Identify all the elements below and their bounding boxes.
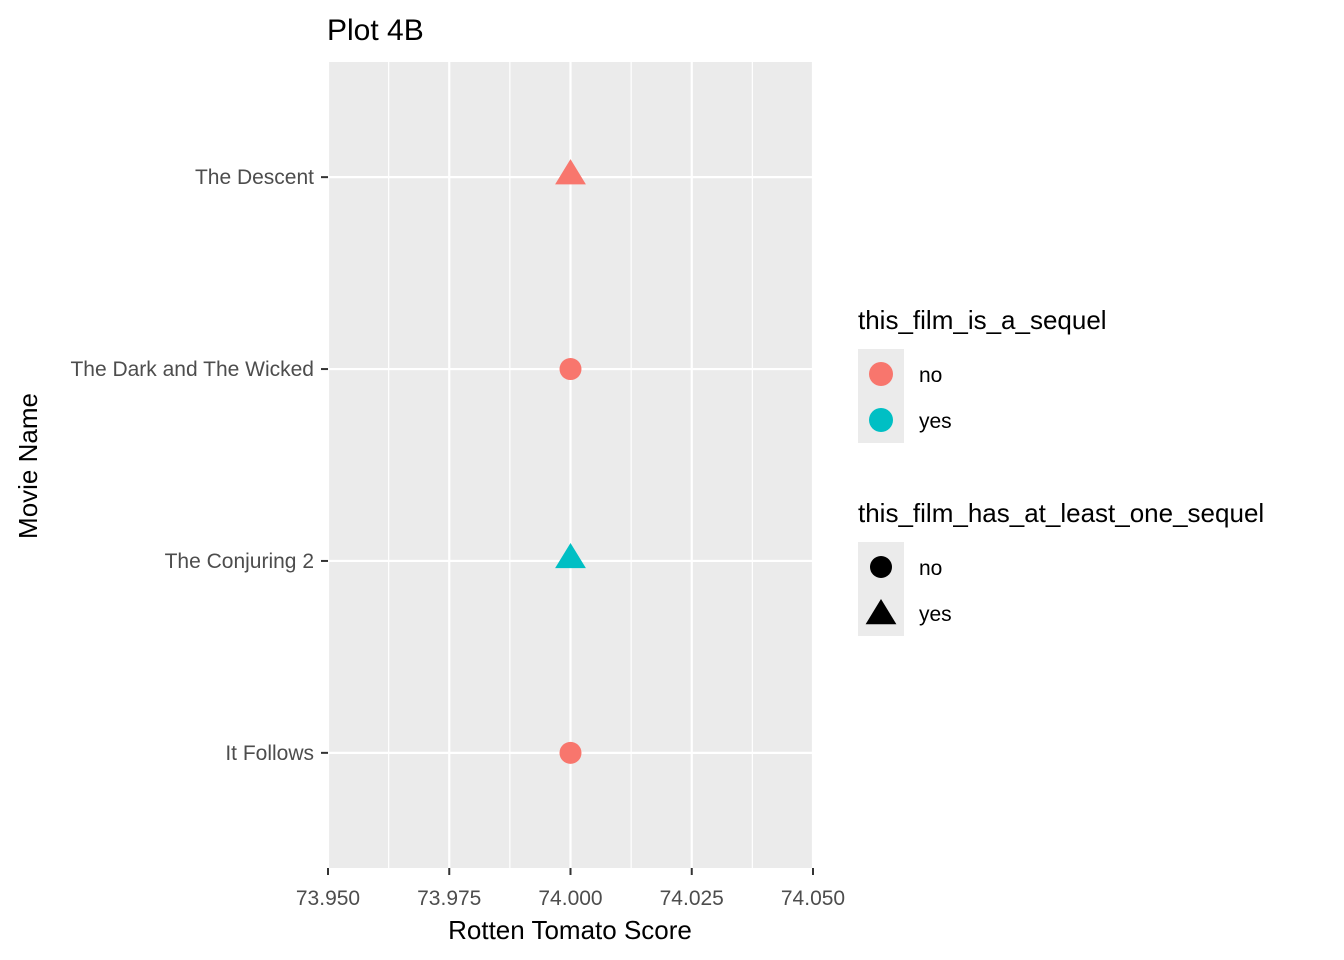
x-tick-label: 73.950 — [296, 887, 360, 910]
legend-label: no — [919, 364, 942, 387]
x-tick-label: 74.025 — [660, 887, 724, 910]
data-points — [555, 159, 586, 764]
data-point — [555, 159, 586, 185]
y-tick-label: It Follows — [225, 742, 314, 765]
legend-key — [869, 408, 893, 432]
legend-label: yes — [919, 603, 952, 626]
y-tick-label: The Dark and The Wicked — [70, 358, 314, 381]
data-point — [559, 741, 582, 764]
x-axis-title: Rotten Tomato Score — [448, 915, 692, 945]
legend-key — [865, 599, 897, 625]
x-tick-label: 74.000 — [538, 887, 602, 910]
legend-label: no — [919, 557, 942, 580]
y-tick-label: The Descent — [195, 166, 314, 189]
legend-key — [869, 362, 893, 386]
legend-key — [870, 556, 892, 578]
chart-title: Plot 4B — [327, 14, 424, 47]
legend-title: this_film_has_at_least_one_sequel — [858, 498, 1264, 528]
legend-label: yes — [919, 410, 952, 433]
y-axis-title: Movie Name — [13, 393, 43, 539]
axes: 73.950 73.975 74.000 74.025 74.050 It Follows… — [70, 166, 845, 910]
x-tick-label: 73.975 — [417, 887, 481, 910]
x-tick-label: 74.050 — [781, 887, 845, 910]
data-point — [559, 358, 582, 381]
y-tick-label: The Conjuring 2 — [165, 550, 314, 573]
data-point — [555, 542, 586, 569]
legend-title: this_film_is_a_sequel — [858, 305, 1107, 335]
